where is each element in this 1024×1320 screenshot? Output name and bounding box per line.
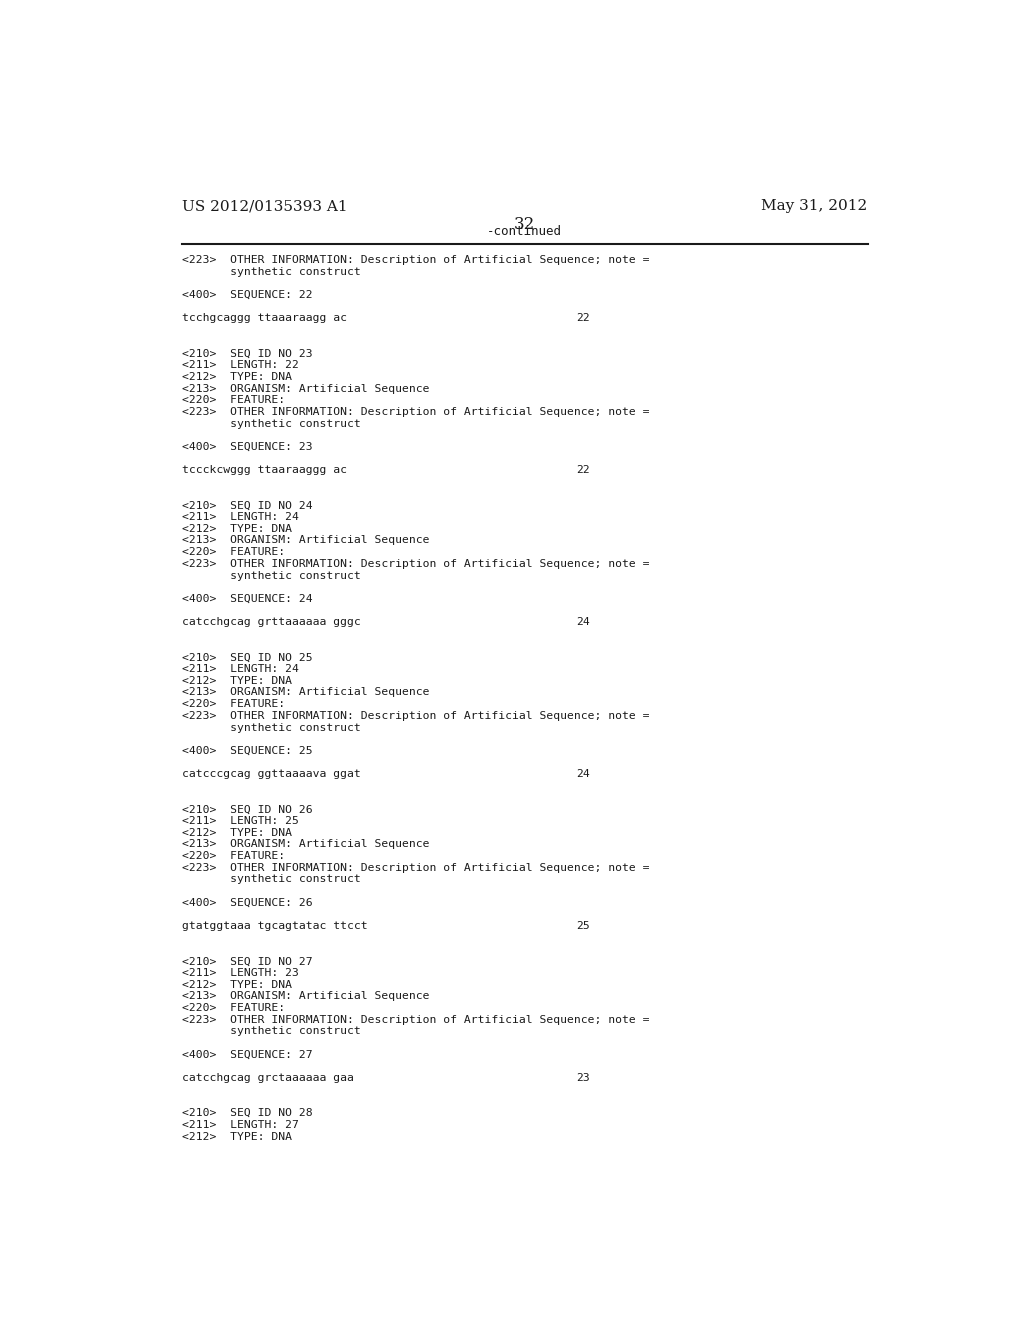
Text: <211>  LENGTH: 23: <211> LENGTH: 23 [182,968,299,978]
Text: <210>  SEQ ID NO 25: <210> SEQ ID NO 25 [182,652,312,663]
Text: <211>  LENGTH: 24: <211> LENGTH: 24 [182,664,299,675]
Text: synthetic construct: synthetic construct [182,267,360,277]
Text: <213>  ORGANISM: Artificial Sequence: <213> ORGANISM: Artificial Sequence [182,384,429,393]
Text: <210>  SEQ ID NO 26: <210> SEQ ID NO 26 [182,804,312,814]
Text: <223>  OTHER INFORMATION: Description of Artificial Sequence; note =: <223> OTHER INFORMATION: Description of … [182,255,649,265]
Text: US 2012/0135393 A1: US 2012/0135393 A1 [182,199,347,213]
Text: <400>  SEQUENCE: 24: <400> SEQUENCE: 24 [182,594,312,605]
Text: <213>  ORGANISM: Artificial Sequence: <213> ORGANISM: Artificial Sequence [182,840,429,849]
Text: <220>  FEATURE:: <220> FEATURE: [182,851,285,861]
Text: <400>  SEQUENCE: 22: <400> SEQUENCE: 22 [182,290,312,300]
Text: <223>  OTHER INFORMATION: Description of Artificial Sequence; note =: <223> OTHER INFORMATION: Description of … [182,1015,649,1024]
Text: <212>  TYPE: DNA: <212> TYPE: DNA [182,828,292,838]
Text: <223>  OTHER INFORMATION: Description of Artificial Sequence; note =: <223> OTHER INFORMATION: Description of … [182,863,649,873]
Text: <212>  TYPE: DNA: <212> TYPE: DNA [182,676,292,686]
Text: <213>  ORGANISM: Artificial Sequence: <213> ORGANISM: Artificial Sequence [182,991,429,1002]
Text: <220>  FEATURE:: <220> FEATURE: [182,548,285,557]
Text: <210>  SEQ ID NO 24: <210> SEQ ID NO 24 [182,500,312,511]
Text: <212>  TYPE: DNA: <212> TYPE: DNA [182,372,292,381]
Text: 22: 22 [577,466,590,475]
Text: <400>  SEQUENCE: 26: <400> SEQUENCE: 26 [182,898,312,908]
Text: <223>  OTHER INFORMATION: Description of Artificial Sequence; note =: <223> OTHER INFORMATION: Description of … [182,407,649,417]
Text: 32: 32 [514,216,536,234]
Text: synthetic construct: synthetic construct [182,570,360,581]
Text: 24: 24 [577,618,590,627]
Text: 23: 23 [577,1073,590,1084]
Text: <220>  FEATURE:: <220> FEATURE: [182,1003,285,1012]
Text: <223>  OTHER INFORMATION: Description of Artificial Sequence; note =: <223> OTHER INFORMATION: Description of … [182,710,649,721]
Text: <211>  LENGTH: 27: <211> LENGTH: 27 [182,1119,299,1130]
Text: 24: 24 [577,770,590,779]
Text: <212>  TYPE: DNA: <212> TYPE: DNA [182,1131,292,1142]
Text: <220>  FEATURE:: <220> FEATURE: [182,395,285,405]
Text: gtatggtaaa tgcagtatac ttcct: gtatggtaaa tgcagtatac ttcct [182,921,368,931]
Text: <220>  FEATURE:: <220> FEATURE: [182,700,285,709]
Text: <212>  TYPE: DNA: <212> TYPE: DNA [182,979,292,990]
Text: <211>  LENGTH: 25: <211> LENGTH: 25 [182,816,299,826]
Text: -continued: -continued [487,224,562,238]
Text: tcchgcaggg ttaaaraagg ac: tcchgcaggg ttaaaraagg ac [182,313,347,323]
Text: May 31, 2012: May 31, 2012 [762,199,867,213]
Text: <400>  SEQUENCE: 27: <400> SEQUENCE: 27 [182,1049,312,1060]
Text: catcchgcag grctaaaaaa gaa: catcchgcag grctaaaaaa gaa [182,1073,354,1084]
Text: <223>  OTHER INFORMATION: Description of Artificial Sequence; note =: <223> OTHER INFORMATION: Description of … [182,558,649,569]
Text: synthetic construct: synthetic construct [182,418,360,429]
Text: <212>  TYPE: DNA: <212> TYPE: DNA [182,524,292,533]
Text: tccckcwggg ttaaraaggg ac: tccckcwggg ttaaraaggg ac [182,466,347,475]
Text: <211>  LENGTH: 22: <211> LENGTH: 22 [182,360,299,370]
Text: <400>  SEQUENCE: 23: <400> SEQUENCE: 23 [182,442,312,451]
Text: <211>  LENGTH: 24: <211> LENGTH: 24 [182,512,299,523]
Text: <210>  SEQ ID NO 28: <210> SEQ ID NO 28 [182,1109,312,1118]
Text: <210>  SEQ ID NO 23: <210> SEQ ID NO 23 [182,348,312,359]
Text: <400>  SEQUENCE: 25: <400> SEQUENCE: 25 [182,746,312,756]
Text: 25: 25 [577,921,590,931]
Text: synthetic construct: synthetic construct [182,1027,360,1036]
Text: synthetic construct: synthetic construct [182,874,360,884]
Text: <210>  SEQ ID NO 27: <210> SEQ ID NO 27 [182,956,312,966]
Text: 22: 22 [577,313,590,323]
Text: <213>  ORGANISM: Artificial Sequence: <213> ORGANISM: Artificial Sequence [182,688,429,697]
Text: synthetic construct: synthetic construct [182,722,360,733]
Text: <213>  ORGANISM: Artificial Sequence: <213> ORGANISM: Artificial Sequence [182,536,429,545]
Text: catcchgcag grttaaaaaa gggc: catcchgcag grttaaaaaa gggc [182,618,360,627]
Text: catcccgcag ggttaaaava ggat: catcccgcag ggttaaaava ggat [182,770,360,779]
